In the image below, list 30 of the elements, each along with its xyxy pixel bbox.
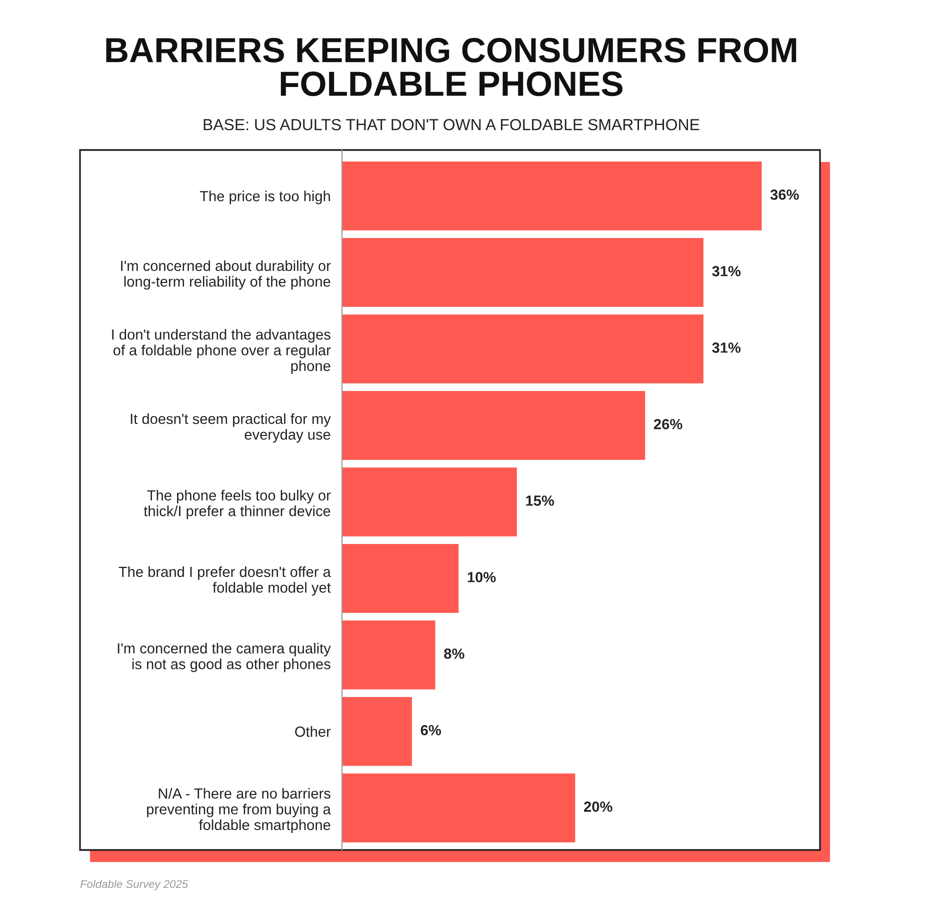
bar (342, 161, 762, 230)
bar (342, 696, 412, 766)
chart-title: BARRIERS KEEPING CONSUMERS FROM FOLDABLE PHONES (106, 38, 796, 96)
y-tick-label: Other (295, 726, 331, 737)
y-tick-label: I don't understand the advantages of a foldable phone over a regular phone (112, 328, 331, 374)
data-label: 10% (468, 572, 496, 582)
data-label: 8% (444, 648, 464, 659)
y-tick-label: The price is too high (200, 190, 330, 204)
data-label: 26% (654, 419, 682, 430)
data-label: 31% (712, 266, 741, 276)
y-tick-label: It doesn't seem practical for my everyday use (130, 413, 331, 443)
bar (342, 773, 576, 842)
text: Foldable Survey 2025 (80, 880, 188, 890)
y-tick-label: The brand I prefer doesn't offer a foldable model yet (118, 566, 331, 596)
bar (342, 467, 517, 536)
data-label: 15% (526, 496, 554, 506)
bar (342, 390, 646, 460)
bar (342, 544, 459, 613)
y-tick-label: I'm concerned about durability or long-term reliability of the phone (121, 260, 331, 290)
bar (342, 238, 704, 307)
y-tick-label: The phone feels too bulky or thick/I prefer a thinner device (144, 490, 331, 520)
data-label: 36% (770, 189, 799, 200)
chart-subtitle: BASE: US ADULTS THAT DON'T OWN A FOLDABLE SMARTPHONE (204, 118, 700, 130)
data-label: 20% (584, 802, 612, 812)
bar (342, 620, 436, 690)
bar (342, 314, 704, 384)
y-tick-label: I'm concerned the camera quality is not as good as other phones (118, 642, 331, 672)
data-label: 6% (420, 725, 441, 736)
y-tick-label: N/A - There are no barriers preventing me from buying a foldable smartphone (147, 788, 331, 833)
data-label: 31% (712, 342, 741, 353)
